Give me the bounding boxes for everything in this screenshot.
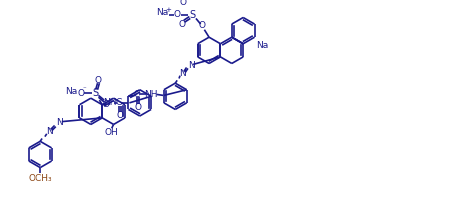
Text: O: O bbox=[174, 10, 180, 19]
Text: Na: Na bbox=[156, 8, 168, 17]
Text: O: O bbox=[178, 20, 185, 29]
Text: N: N bbox=[188, 61, 194, 70]
Text: N: N bbox=[180, 69, 186, 78]
Text: O: O bbox=[199, 22, 206, 30]
Text: NH: NH bbox=[103, 98, 117, 107]
Text: O: O bbox=[103, 100, 109, 109]
Text: O: O bbox=[77, 89, 84, 98]
Text: +: + bbox=[165, 7, 171, 13]
Text: C: C bbox=[116, 98, 122, 107]
Text: N: N bbox=[46, 127, 53, 137]
Text: O: O bbox=[134, 103, 141, 112]
Text: ⁻: ⁻ bbox=[82, 87, 86, 93]
Text: OH: OH bbox=[105, 128, 119, 137]
Text: NH: NH bbox=[144, 90, 158, 99]
Text: Na: Na bbox=[65, 87, 77, 96]
Text: C: C bbox=[134, 90, 140, 99]
Text: O: O bbox=[117, 111, 124, 121]
Text: Na: Na bbox=[256, 41, 268, 50]
Text: S: S bbox=[93, 89, 99, 99]
Text: O: O bbox=[179, 0, 186, 7]
Text: OCH₃: OCH₃ bbox=[28, 174, 52, 183]
Text: S: S bbox=[189, 10, 195, 20]
Text: O: O bbox=[95, 76, 102, 85]
Text: N: N bbox=[57, 118, 63, 127]
